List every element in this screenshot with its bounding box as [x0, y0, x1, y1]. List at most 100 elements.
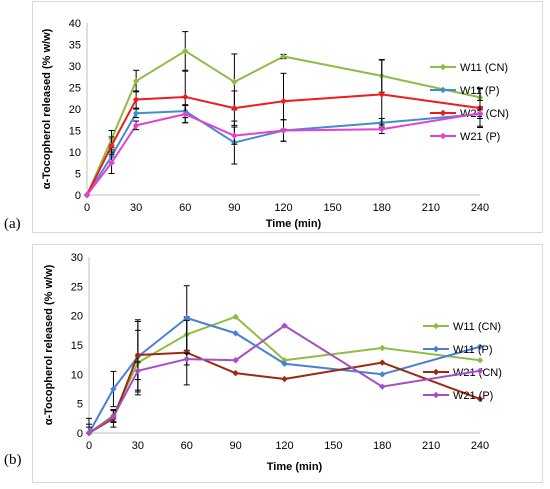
chart-0-x-tick-label: 240	[471, 202, 489, 214]
chart-0-legend-marker-0	[439, 63, 447, 71]
chart-1-x-axis-title: Time (min)	[267, 461, 323, 473]
chart-0-x-tick-label: 210	[422, 202, 440, 214]
chart-1-series-1-point	[232, 330, 239, 337]
chart-1-y-axis-title: α-Tocopherol released (% w/w)	[43, 264, 55, 425]
chart-1-series-0-point	[476, 357, 484, 364]
chart-0-y-tick-label: 40	[69, 18, 81, 30]
chart-1-series-3-point	[476, 367, 484, 375]
panel-label-b: (b)	[4, 452, 22, 468]
chart-1-legend-marker-3	[432, 391, 440, 399]
chart-0-series-3-point	[476, 110, 484, 117]
chart-1-legend-marker-1	[432, 345, 440, 353]
chart-0-legend-label-2: W21 (CN)	[460, 108, 509, 120]
chart-0-series-2-point	[280, 98, 287, 105]
chart-1-series-3-point	[183, 355, 190, 363]
chart-1-series-3-point	[134, 367, 142, 375]
chart-1-x-tick-label: 0	[86, 440, 92, 452]
chart-1-x-tick-label: 30	[132, 440, 144, 452]
chart-1-series-3-point	[110, 413, 117, 420]
chart-0-series-0-line	[86, 49, 481, 196]
chart-1-x-tick-label: 210	[422, 440, 440, 452]
chart-0-series-2-point	[182, 93, 189, 101]
chart-0-x-tick-label: 0	[84, 202, 90, 214]
chart-0-x-axis-title: Time (min)	[266, 218, 322, 230]
chart-1-legend-marker-0	[432, 322, 440, 330]
chart-1-series-0-point	[232, 313, 239, 321]
chart-0-y-axis-title: α-Tocopherol released (% w/w)	[41, 28, 53, 189]
chart-0-series-3-point	[231, 132, 238, 139]
chart-1-series-2-point	[232, 369, 239, 377]
chart-1-x-tick-label: 180	[373, 440, 391, 452]
chart-0-series-3-point	[132, 122, 140, 129]
chart-1-series-2-point	[476, 395, 484, 403]
chart-1-x-tick-label: 150	[324, 440, 342, 452]
chart-0-y-tick-label: 25	[69, 83, 81, 95]
chart-1-series-1-point	[379, 371, 386, 378]
chart-1-y-tick-label: 30	[71, 252, 83, 264]
chart-0-series-0-point	[231, 78, 238, 86]
chart-1-x-tick-label: 240	[471, 440, 489, 452]
chart-0-y-tick-label: 35	[69, 40, 81, 52]
chart-0-series-3-point	[83, 191, 91, 199]
chart-1-series-3-point	[85, 429, 93, 437]
chart-0-y-tick-label: 15	[69, 126, 81, 138]
chart-0-x-tick-label: 150	[323, 202, 341, 214]
chart-0-series-1-line	[86, 110, 481, 196]
chart-0-x-tick-label: 90	[228, 202, 240, 214]
chart-0-series-0-point	[280, 53, 287, 60]
chart-1-series-3-point	[281, 322, 288, 329]
chart-1-y-tick-label: 25	[71, 281, 83, 293]
chart-0-series-0-point	[132, 77, 140, 85]
chart-0-y-tick-label: 5	[75, 169, 81, 181]
chart-0-series-3-point	[182, 110, 189, 118]
chart-1-y-tick-label: 10	[71, 369, 83, 381]
chart-1-x-tick-label: 90	[230, 440, 242, 452]
chart-0-legend-marker-2	[439, 109, 447, 117]
panel-label-a: (a)	[4, 216, 21, 232]
chart-1-x-tick-label: 120	[275, 440, 293, 452]
chart-1-series-2-point	[134, 351, 142, 359]
chart-1-legend-label-1: W11 (P)	[453, 344, 493, 356]
chart-1-series-1-point	[281, 360, 288, 367]
chart-0-series-3-line	[86, 112, 481, 196]
chart-0-series-1-point	[132, 110, 140, 117]
chart-0-legend-marker-1	[439, 86, 447, 94]
chart-1-legend-label-2: W21 (CN)	[453, 367, 502, 379]
chart-1-legend-label-0: W11 (CN)	[453, 321, 501, 333]
chart-0-y-tick-label: 10	[69, 147, 81, 159]
chart-0-y-tick-label: 0	[75, 190, 81, 202]
chart-0-series-3-point	[378, 126, 385, 133]
chart-0-legend-marker-3	[439, 132, 447, 140]
chart-1-series-0-point	[379, 344, 386, 352]
chart-0-series-2-point	[108, 142, 115, 149]
chart-0-x-tick-label: 30	[130, 202, 142, 214]
chart-1-y-tick-label: 20	[71, 311, 83, 323]
chart-1-series-1-point	[110, 385, 117, 393]
chart-0-series-3-point	[280, 127, 287, 134]
chart-0-legend-label-3: W21 (P)	[460, 131, 500, 143]
chart-1-y-tick-label: 15	[71, 340, 83, 352]
chart-1-series-2-point	[379, 359, 386, 366]
chart-0-y-tick-label: 30	[69, 61, 81, 73]
chart-0-group: 0 5 10 15 20 25 30 35 40 0 30 60 90 120 150 180 210 240 Ti…	[41, 18, 509, 230]
chart-0-series-3-point	[108, 159, 115, 166]
chart-1-legend-label-3: W21 (P)	[453, 390, 493, 402]
chart-1-series-1-point	[476, 343, 484, 350]
chart-1-series-2-point	[183, 349, 190, 356]
chart-0-series-2-point	[231, 104, 238, 112]
chart-0-x-tick-label: 180	[373, 202, 391, 214]
chart-1-series-3-point	[379, 383, 386, 390]
chart-0-series-2-point	[132, 96, 140, 103]
chart-1-y-tick-label: 5	[77, 399, 83, 411]
chart-0-series-0-point	[182, 47, 189, 55]
chart-1-series-1-point	[183, 314, 190, 322]
chart-1-series-1-line	[88, 317, 481, 434]
chart-1-series-3-point	[232, 357, 239, 364]
chart-1-series-2-point	[281, 375, 288, 383]
chart-0-legend-label-0: W11 (CN)	[460, 62, 508, 74]
chart-1-legend-marker-2	[432, 368, 440, 376]
chart-1-series-0-line	[88, 315, 481, 434]
chart-0-series-2-point	[378, 91, 385, 98]
chart-0-series-2-line	[86, 93, 481, 196]
